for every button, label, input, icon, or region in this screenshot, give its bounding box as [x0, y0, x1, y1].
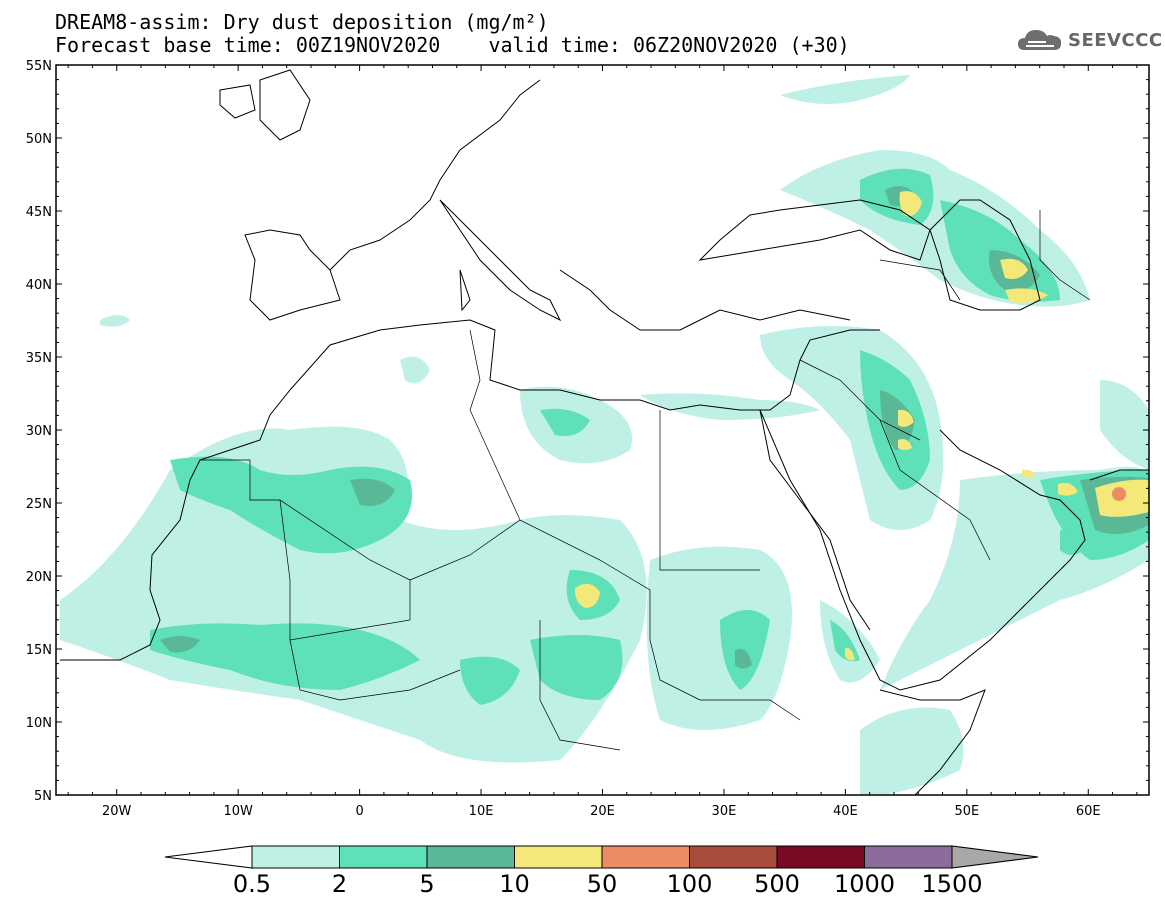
coastlines — [60, 69, 1149, 795]
logo-text: SEEVCCC — [1068, 29, 1163, 51]
colorbar-segment — [864, 845, 953, 869]
colorbar-segment — [514, 845, 603, 869]
shading-orange — [1112, 487, 1126, 501]
country-borders — [200, 210, 1091, 751]
colorbar-segment — [689, 845, 778, 869]
lat-label: 35N — [26, 351, 52, 366]
lat-label: 45N — [26, 205, 52, 220]
colorbar-label: 1000 — [834, 870, 895, 898]
colorbar-segment — [601, 845, 690, 869]
forecast-time-line: Forecast base time: 00Z19NOV2020 valid t… — [55, 33, 850, 57]
lat-label: 10N — [26, 716, 52, 731]
colorbar-label: 5 — [419, 870, 434, 898]
lat-label: 25N — [26, 497, 52, 512]
lon-label: 20W — [102, 804, 132, 819]
lon-label: 20E — [590, 804, 615, 819]
colorbar-segment — [776, 845, 865, 869]
colorbar-label: 10 — [499, 870, 530, 898]
cloud-icon — [1018, 30, 1062, 50]
lon-label: 50E — [954, 804, 979, 819]
colorbar-label: 2 — [332, 870, 347, 898]
lat-label: 5N — [34, 789, 52, 804]
map-title: DREAM8-assim: Dry dust deposition (mg/m²… — [55, 10, 549, 34]
lon-label: 30E — [712, 804, 737, 819]
colorbar-label: 100 — [667, 870, 713, 898]
lon-label: 10W — [223, 804, 253, 819]
lat-label: 15N — [26, 643, 52, 658]
colorbar-segment — [251, 845, 340, 869]
colorbar-low-arrow — [164, 845, 253, 869]
seevccc-logo: SEEVCCC — [1016, 25, 1163, 55]
colorbar-labels: 0.5 2 5 10 50 100 500 1000 1500 — [233, 870, 983, 898]
lon-label: 10E — [469, 804, 494, 819]
colorbar-segment — [339, 845, 428, 869]
colorbar — [164, 845, 1039, 869]
colorbar-label: 500 — [754, 870, 800, 898]
lat-label: 30N — [26, 424, 52, 439]
latitude-labels: 55N 50N 45N 40N 35N 30N 25N 20N 15N 10N 5N — [26, 59, 52, 804]
lon-label: 0 — [355, 804, 363, 819]
colorbar-high-arrow — [951, 845, 1039, 869]
lat-label: 50N — [26, 132, 52, 147]
lat-label: 55N — [26, 59, 52, 74]
lat-label: 20N — [26, 570, 52, 585]
axis-ticks — [56, 64, 1149, 796]
lat-label: 40N — [26, 278, 52, 293]
colorbar-label: 50 — [587, 870, 618, 898]
longitude-labels: 20W 10W 0 10E 20E 30E 40E 50E 60E — [102, 804, 1101, 819]
colorbar-segment — [426, 845, 515, 869]
colorbar-label: 0.5 — [233, 870, 271, 898]
colorbar-label: 1500 — [921, 870, 982, 898]
lon-label: 60E — [1076, 804, 1101, 819]
lon-label: 40E — [833, 804, 858, 819]
